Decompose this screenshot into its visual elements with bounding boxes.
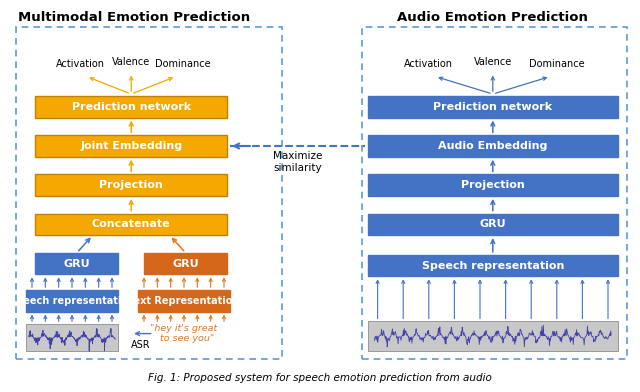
Bar [26,324,118,351]
FancyBboxPatch shape [368,135,618,157]
Text: GRU: GRU [63,259,90,269]
Text: Valence: Valence [474,56,512,67]
FancyBboxPatch shape [138,290,230,312]
FancyBboxPatch shape [35,214,227,235]
Text: Dominance: Dominance [155,58,210,69]
Text: Fig. 1: Proposed system for speech emotion prediction from audio: Fig. 1: Proposed system for speech emoti… [148,373,492,383]
Text: Multimodal Emotion Prediction: Multimodal Emotion Prediction [19,11,250,24]
Text: Speech representation: Speech representation [9,296,135,306]
Text: Concatenate: Concatenate [92,220,170,229]
FancyBboxPatch shape [368,214,618,235]
Text: GRU: GRU [479,220,506,229]
Text: Audio Embedding: Audio Embedding [438,141,547,151]
Text: Projection: Projection [99,180,163,190]
Bar [362,27,627,359]
Text: Prediction network: Prediction network [433,102,552,112]
Text: Projection: Projection [461,180,525,190]
FancyBboxPatch shape [368,255,618,276]
FancyBboxPatch shape [368,174,618,196]
FancyBboxPatch shape [35,135,227,157]
FancyBboxPatch shape [35,96,227,118]
FancyBboxPatch shape [35,174,227,196]
FancyBboxPatch shape [26,290,118,312]
Text: Prediction network: Prediction network [72,102,191,112]
Bar [16,27,282,359]
FancyBboxPatch shape [368,96,618,118]
Text: Activation: Activation [56,58,104,69]
Text: "hey it's great
  to see you": "hey it's great to see you" [150,324,218,343]
Bar [368,321,618,351]
Text: Text Representation: Text Representation [128,296,240,306]
Text: Maximize
similarity: Maximize similarity [273,151,323,172]
FancyBboxPatch shape [144,253,227,274]
Text: Speech representation: Speech representation [422,261,564,270]
Text: Joint Embedding: Joint Embedding [80,141,182,151]
Text: Dominance: Dominance [529,58,584,69]
Text: Valence: Valence [112,56,150,67]
FancyBboxPatch shape [35,253,118,274]
Text: Audio Emotion Prediction: Audio Emotion Prediction [397,11,588,24]
Text: ASR: ASR [131,340,150,350]
Text: GRU: GRU [172,259,199,269]
Text: Activation: Activation [404,58,453,69]
